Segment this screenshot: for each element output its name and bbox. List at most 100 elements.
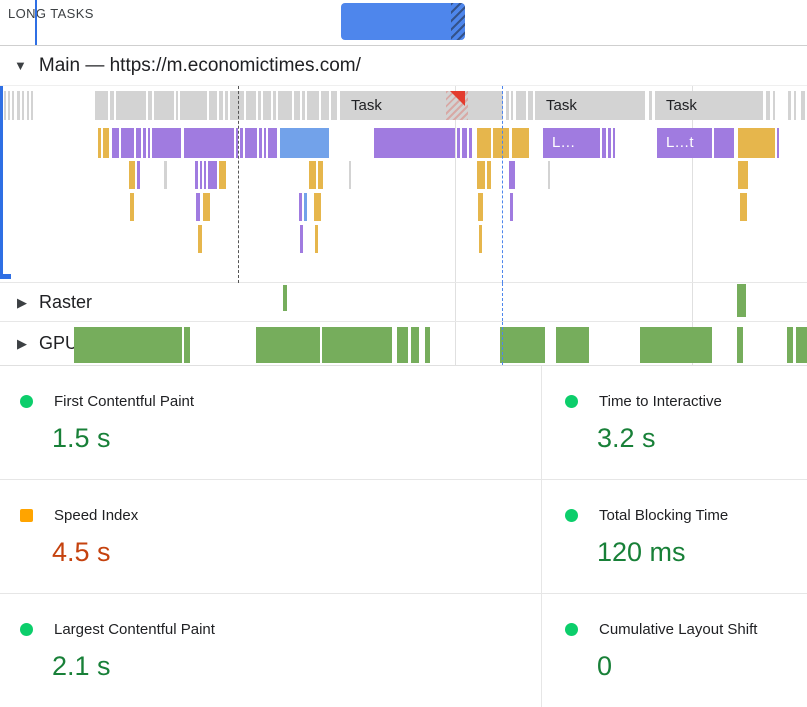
gpu-activity-bar[interactable] bbox=[737, 327, 743, 363]
raster-track[interactable]: ▶ Raster bbox=[0, 282, 807, 321]
flame-chart-block[interactable] bbox=[110, 91, 114, 120]
flame-chart-block[interactable] bbox=[278, 91, 292, 120]
flame-task-block[interactable]: L…t bbox=[657, 128, 712, 158]
flame-chart-block[interactable] bbox=[4, 91, 6, 120]
flame-chart-block[interactable] bbox=[548, 161, 550, 189]
gpu-activity-bar[interactable] bbox=[556, 327, 589, 363]
flame-chart-block[interactable] bbox=[309, 161, 316, 189]
flame-chart-block[interactable] bbox=[457, 128, 460, 158]
flame-chart-block[interactable] bbox=[121, 128, 134, 158]
flame-chart-block[interactable] bbox=[148, 128, 150, 158]
flame-chart-block[interactable] bbox=[203, 193, 210, 221]
flame-chart-block[interactable] bbox=[304, 193, 307, 221]
flame-chart-block[interactable] bbox=[164, 161, 167, 189]
flame-chart-block[interactable] bbox=[219, 91, 223, 120]
raster-activity-bar[interactable] bbox=[283, 285, 287, 311]
flame-chart-block[interactable] bbox=[294, 91, 300, 120]
gpu-activity-bar[interactable] bbox=[425, 327, 430, 363]
flame-chart-block[interactable] bbox=[516, 91, 526, 120]
flame-chart-block[interactable] bbox=[649, 91, 652, 120]
flame-chart-block[interactable] bbox=[318, 161, 323, 189]
flame-chart-block[interactable] bbox=[95, 91, 108, 120]
flame-chart-block[interactable] bbox=[225, 91, 228, 120]
flame-chart-block[interactable] bbox=[613, 128, 615, 158]
flame-chart-block[interactable] bbox=[477, 128, 491, 158]
flame-chart-block[interactable] bbox=[479, 225, 482, 253]
flame-chart-block[interactable] bbox=[268, 128, 277, 158]
flame-chart-block[interactable] bbox=[258, 91, 261, 120]
flame-chart-block[interactable] bbox=[315, 225, 318, 253]
flame-chart-block[interactable] bbox=[510, 193, 513, 221]
gpu-activity-bar[interactable] bbox=[500, 327, 545, 363]
flame-chart-block[interactable] bbox=[17, 91, 20, 120]
gpu-track[interactable]: ▶ GPU bbox=[0, 321, 807, 365]
flame-chart-block[interactable] bbox=[714, 128, 734, 158]
flame-chart-block[interactable] bbox=[130, 193, 134, 221]
gpu-activity-bar[interactable] bbox=[787, 327, 793, 363]
timeline-cursor[interactable] bbox=[35, 0, 37, 45]
flame-chart-block[interactable] bbox=[8, 91, 10, 120]
flame-chart-block[interactable] bbox=[794, 91, 796, 120]
flame-chart-block[interactable] bbox=[374, 128, 455, 158]
flame-chart-block[interactable] bbox=[200, 161, 202, 189]
flame-chart-block[interactable] bbox=[22, 91, 24, 120]
flame-chart-block[interactable] bbox=[196, 193, 200, 221]
flame-chart-block[interactable] bbox=[506, 91, 509, 120]
flame-chart-block[interactable] bbox=[143, 128, 146, 158]
flame-chart-block[interactable] bbox=[788, 91, 791, 120]
flame-chart-block[interactable] bbox=[777, 128, 779, 158]
flame-chart-block[interactable] bbox=[98, 128, 101, 158]
flame-chart-block[interactable] bbox=[264, 128, 266, 158]
flame-chart-block[interactable] bbox=[236, 128, 238, 158]
flame-chart-block[interactable] bbox=[27, 91, 29, 120]
flame-chart-block[interactable] bbox=[314, 193, 321, 221]
main-track-header[interactable]: ▼ Main — https://m.economictimes.com/ bbox=[0, 46, 807, 85]
flame-chart-block[interactable] bbox=[321, 91, 329, 120]
flame-chart-block[interactable] bbox=[204, 161, 206, 189]
flame-chart-block[interactable] bbox=[349, 161, 351, 189]
flame-chart-block[interactable] bbox=[801, 91, 805, 120]
disclosure-triangle-icon[interactable]: ▶ bbox=[17, 336, 27, 351]
flame-chart-block[interactable] bbox=[487, 161, 491, 189]
gpu-activity-bar[interactable] bbox=[397, 327, 408, 363]
flame-chart-block[interactable] bbox=[263, 91, 271, 120]
flame-chart-block[interactable] bbox=[208, 161, 217, 189]
flame-chart-block[interactable] bbox=[12, 91, 14, 120]
gpu-activity-bar[interactable] bbox=[322, 327, 392, 363]
flame-chart-block[interactable] bbox=[740, 193, 747, 221]
flame-chart-block[interactable] bbox=[112, 128, 119, 158]
flame-chart-block[interactable] bbox=[198, 225, 202, 253]
flame-chart-block[interactable] bbox=[469, 128, 472, 158]
flame-chart-block[interactable] bbox=[219, 161, 226, 189]
flame-chart-block[interactable] bbox=[129, 161, 135, 189]
flame-chart-block[interactable] bbox=[246, 91, 256, 120]
flame-task-block[interactable]: Task bbox=[535, 91, 645, 120]
gpu-activity-bar[interactable] bbox=[184, 327, 190, 363]
flame-chart-block[interactable] bbox=[512, 128, 529, 158]
flame-chart-block[interactable] bbox=[273, 91, 276, 120]
flame-chart-block[interactable] bbox=[300, 225, 303, 253]
disclosure-triangle-icon[interactable]: ▶ bbox=[17, 294, 27, 310]
flame-task-block[interactable]: L… bbox=[543, 128, 600, 158]
flame-chart-block[interactable] bbox=[511, 91, 513, 120]
flame-chart-block[interactable] bbox=[245, 128, 257, 158]
flame-chart-block[interactable] bbox=[230, 91, 244, 120]
flame-chart-block[interactable] bbox=[103, 128, 109, 158]
flame-chart-block[interactable] bbox=[509, 161, 515, 189]
flame-chart-block[interactable] bbox=[209, 91, 217, 120]
flame-chart-block[interactable] bbox=[148, 91, 152, 120]
gpu-activity-bar[interactable] bbox=[796, 327, 807, 363]
flame-chart-block[interactable] bbox=[184, 128, 234, 158]
long-task-bar[interactable] bbox=[341, 3, 465, 40]
flame-chart-block[interactable] bbox=[31, 91, 33, 120]
flame-task-block[interactable]: Task bbox=[655, 91, 763, 120]
flame-chart-block[interactable] bbox=[180, 91, 207, 120]
flame-chart-block[interactable] bbox=[307, 91, 319, 120]
flame-chart-block[interactable] bbox=[240, 128, 243, 158]
flame-chart-block[interactable] bbox=[773, 91, 775, 120]
flame-chart-block[interactable] bbox=[478, 193, 483, 221]
flame-chart-block[interactable] bbox=[299, 193, 302, 221]
flame-chart-block[interactable] bbox=[176, 91, 178, 120]
gpu-activity-bar[interactable] bbox=[640, 327, 712, 363]
flame-task-block[interactable]: Task bbox=[340, 91, 503, 120]
